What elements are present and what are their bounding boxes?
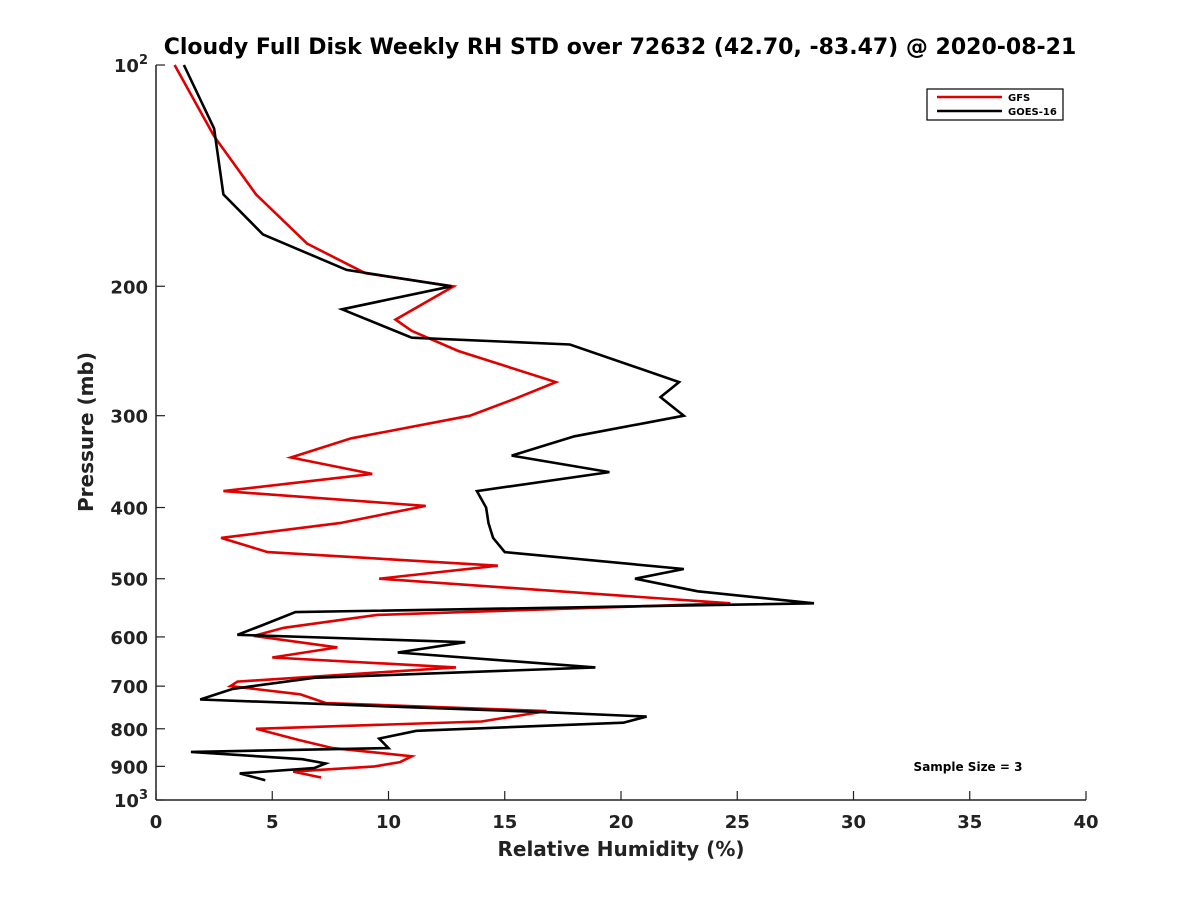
legend-label-goes16: GOES-16	[1008, 107, 1057, 118]
y-tick-label: 300	[110, 407, 148, 428]
x-tick-label: 40	[1073, 812, 1098, 833]
y-tick-label: 102	[114, 53, 148, 77]
y-tick-label: 200	[110, 277, 148, 298]
x-ticks: 0 5 10 15 20 25 30 35 40	[150, 791, 1099, 833]
x-tick-label: 35	[957, 812, 982, 833]
legend-box	[926, 88, 1064, 121]
y-ticks: 102 200 300 400 500 600 700 800 900 103	[110, 53, 165, 812]
legend-label-gfs: GFS	[1008, 93, 1030, 104]
y-tick-label: 103	[114, 788, 148, 812]
x-tick-label: 5	[266, 812, 279, 833]
y-tick-label: 700	[110, 677, 148, 698]
series-line-gfs	[173, 64, 731, 779]
legend: GFS GOES-16	[926, 88, 1064, 121]
x-tick-label: 15	[492, 812, 517, 833]
x-tick-label: 20	[608, 812, 633, 833]
series-line-goes16	[182, 64, 815, 782]
sample-size-annotation: Sample Size = 3	[914, 760, 1023, 774]
x-tick-label: 0	[150, 812, 163, 833]
x-tick-label: 10	[376, 812, 401, 833]
series-group	[173, 64, 815, 782]
x-axis-label: Relative Humidity (%)	[497, 837, 744, 861]
y-axis-label: Pressure (mb)	[74, 352, 98, 512]
y-tick-label: 800	[110, 720, 148, 741]
y-tick-label: 500	[110, 570, 148, 591]
x-tick-label: 25	[725, 812, 750, 833]
y-tick-label: 600	[110, 628, 148, 649]
chart-title: Cloudy Full Disk Weekly RH STD over 7263…	[164, 35, 1077, 60]
y-tick-label: 400	[110, 499, 148, 520]
y-tick-label: 900	[110, 757, 148, 778]
x-tick-label: 30	[841, 812, 866, 833]
